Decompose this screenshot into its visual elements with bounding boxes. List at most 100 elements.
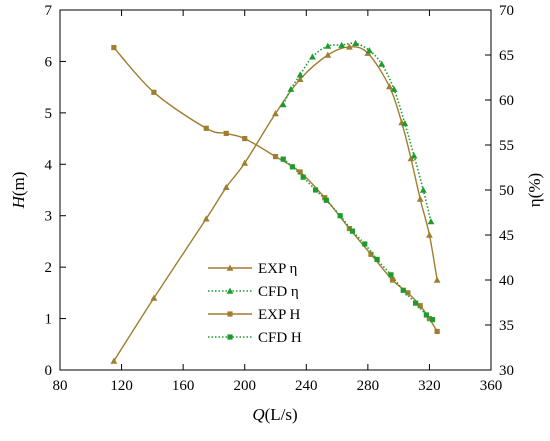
y-right-tick-label: 40 [499,273,514,289]
y-left-tick-label: 6 [45,54,53,70]
data-point [401,120,409,127]
y-right-axis-title: η(%) [525,173,544,207]
y-right-tick-label: 45 [499,228,514,244]
data-point [309,53,316,60]
y-right-tick-label: 50 [499,183,514,199]
series-0 [110,43,441,364]
legend: EXP η CFD η EXP H CFD H [208,261,302,346]
y-right-tick-label: 70 [499,3,514,19]
data-point [296,75,304,83]
legend-marker [226,287,234,294]
data-point [400,287,406,293]
data-point [362,241,368,247]
data-point [365,47,373,54]
data-point [423,312,429,318]
data-point [272,153,279,160]
data-point [337,213,343,219]
data-point [426,315,433,322]
data-point [433,276,441,283]
x-tick-label: 200 [233,378,256,394]
data-point [368,251,374,257]
y-right-tick-label: 35 [499,318,514,334]
data-point [412,300,419,306]
y-left-axis-title: H(m) [9,172,28,210]
data-point [242,135,248,142]
x-tick-label: 120 [110,378,133,394]
data-point [202,215,210,222]
data-point [429,317,436,323]
data-point [405,290,411,296]
data-point [280,156,286,162]
data-point [349,228,356,234]
data-point [203,125,209,131]
legend-marker [226,264,234,271]
data-point [434,328,440,335]
data-point [272,110,279,117]
x-tick-label: 240 [295,378,318,394]
x-tick-label: 160 [172,378,195,394]
data-point [427,218,435,225]
data-point [416,195,424,202]
data-point [410,152,418,159]
y-left-tick-label: 5 [45,106,53,122]
x-tick-label: 280 [357,378,380,394]
data-point [300,174,306,180]
axis-ticks: 80 120 160 200 240 280 320 36001234567303540455… [45,3,515,394]
y-left-tick-label: 7 [45,3,53,19]
y-right-tick-label: 65 [499,48,514,64]
data-point [324,42,332,49]
data-point [374,256,380,263]
series-line [282,42,432,222]
legend-label: CFD H [258,330,302,346]
legend-label: CFD η [258,284,299,300]
data-point [110,357,118,364]
data-point [150,294,158,301]
y-right-tick-label: 55 [499,138,514,154]
y-right-tick-label: 30 [499,363,514,379]
series-3 [280,156,436,323]
x-tick-label: 360 [480,378,503,394]
data-point [390,85,398,92]
series-1 [279,39,435,225]
data-point [345,43,353,50]
data-point [323,197,329,203]
data-point [338,41,346,48]
data-point [324,51,332,58]
data-point [241,159,249,166]
legend-marker [227,334,233,340]
data-point [287,85,295,92]
x-axis-title: Q(L/s) [252,405,297,424]
data-point [279,101,287,108]
y-right-tick-label: 60 [499,93,514,109]
data-point [111,44,117,51]
x-tick-label: 320 [418,378,441,394]
data-point [297,169,303,175]
data-point [386,83,393,90]
data-point [388,272,394,278]
legend-marker [227,311,233,317]
data-point [426,231,433,238]
data-point [296,71,304,78]
y-left-tick-label: 4 [45,157,53,173]
legend-label: EXP H [258,307,301,323]
y-left-tick-label: 0 [45,363,53,379]
data-point [378,60,386,67]
data-point [417,303,423,309]
legend-label: EXP η [258,261,298,277]
series-layer [110,39,441,364]
data-point [312,187,319,193]
data-point [346,225,352,232]
y-left-tick-label: 1 [45,312,53,328]
x-tick-label: 80 [53,378,68,394]
data-point [151,89,157,95]
data-point [289,164,296,170]
data-point [222,183,230,191]
y-left-tick-label: 3 [45,209,53,225]
data-point [223,130,229,137]
data-point [352,39,359,47]
data-point [389,277,396,283]
y-left-tick-label: 2 [45,260,53,276]
series-line [113,46,438,362]
